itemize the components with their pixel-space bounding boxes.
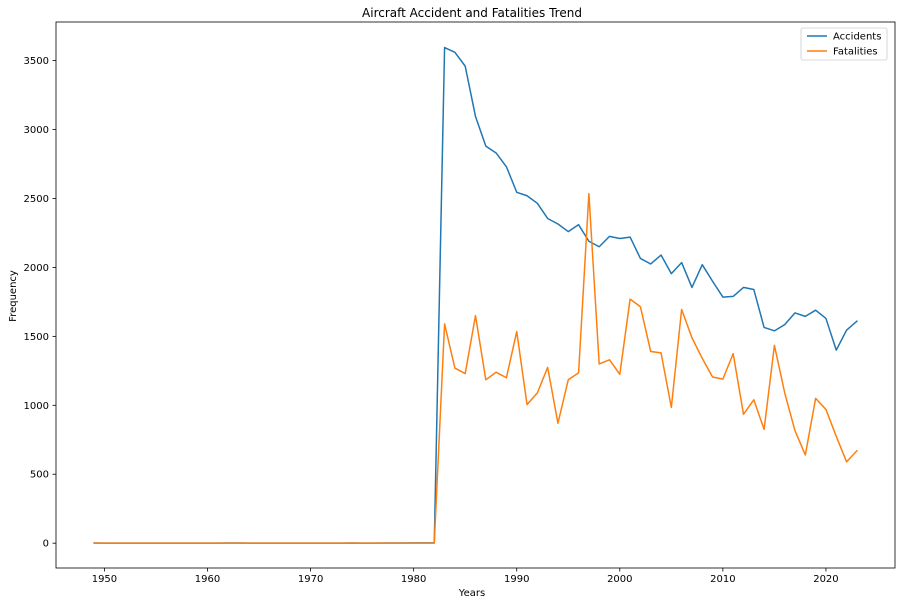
x-tick-label: 2000 [607,574,632,585]
y-tick-label: 1500 [24,332,49,343]
x-tick-label: 1990 [504,574,529,585]
y-tick-label: 2500 [24,194,49,205]
x-tick-label: 1960 [195,574,220,585]
y-tick-label: 3000 [24,125,49,136]
chart-title: Aircraft Accident and Fatalities Trend [362,6,582,20]
series-line-fatalities [93,192,858,544]
y-tick-label: 3500 [24,56,49,67]
x-tick-label: 1980 [401,574,426,585]
y-tick-label: 0 [43,539,49,550]
y-tick-label: 2000 [24,263,49,274]
y-axis-label: Frequency [8,270,19,322]
x-tick-label: 2020 [813,574,838,585]
legend-accidents-label: Accidents [833,32,881,43]
x-axis-label: Years [458,588,485,599]
plot-frame [55,21,896,569]
y-tick-label: 1000 [24,401,49,412]
x-axis: 1950 1960 1970 1980 1990 2000 2010 2020 [92,568,839,585]
x-tick-label: 1970 [298,574,323,585]
series-lines [93,46,858,544]
legend-fatalities-label: Fatalities [833,47,878,58]
y-axis: 0 500 1000 1500 2000 2500 3000 3500 [24,56,56,550]
legend: Accidents Fatalities [800,27,888,61]
x-tick-label: 1950 [92,574,117,585]
plot-area [55,21,896,569]
x-tick-label: 2010 [710,574,735,585]
y-tick-label: 500 [30,470,49,481]
